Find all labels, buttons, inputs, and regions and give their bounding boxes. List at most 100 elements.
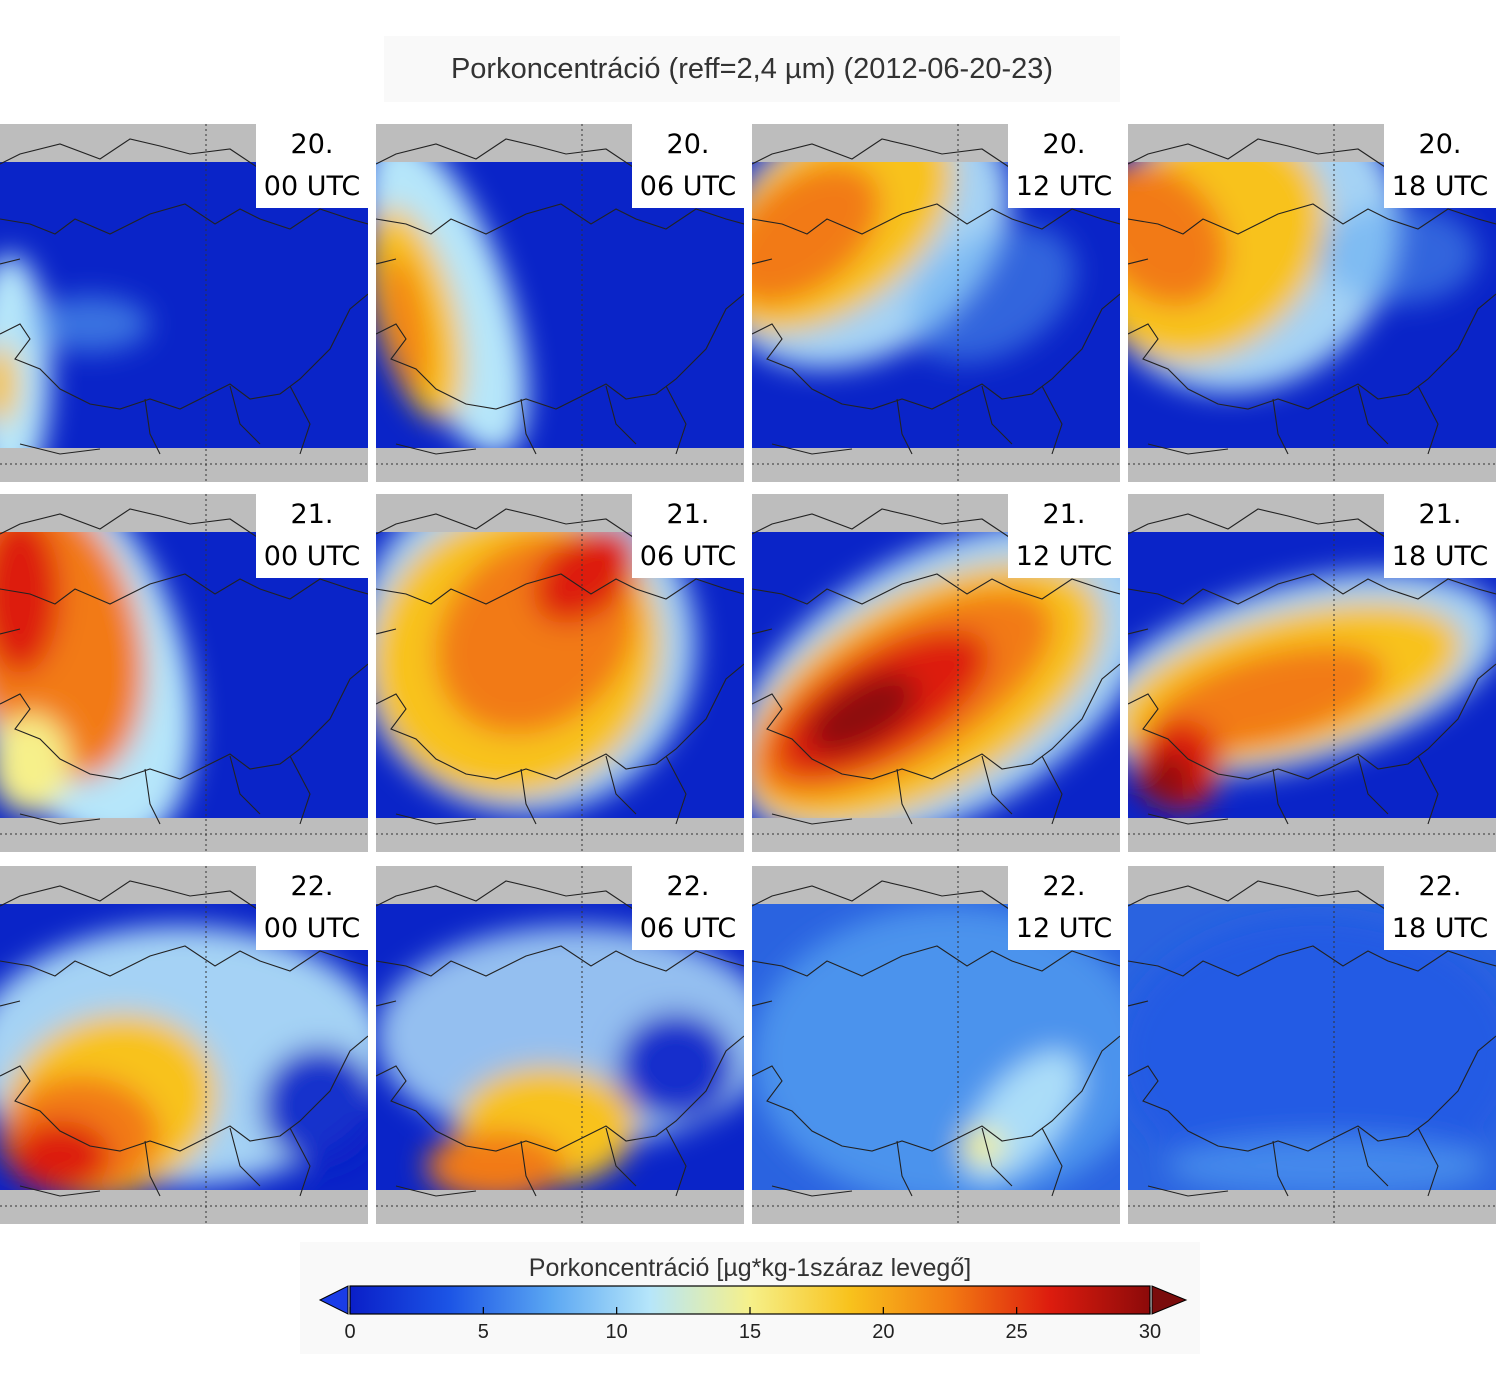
panel-time: 12 UTC xyxy=(1015,913,1113,944)
panel-label: 20. 18 UTC xyxy=(1384,124,1496,208)
map-panel: 21. 12 UTC xyxy=(752,494,1120,852)
panel-day: 22. xyxy=(666,871,710,902)
country-borders xyxy=(0,880,368,1197)
concentration-field xyxy=(376,866,744,1224)
concentration-plume xyxy=(260,1046,368,1166)
panel-time: 12 UTC xyxy=(1015,541,1113,572)
colorbar-tick-label: 5 xyxy=(478,1321,489,1343)
concentration-field xyxy=(0,124,368,482)
map-panel: 21. 06 UTC xyxy=(376,494,744,852)
panel-time: 00 UTC xyxy=(263,913,361,944)
colorbar-tick-label: 15 xyxy=(739,1321,761,1343)
concentration-field xyxy=(1128,124,1496,482)
panel-day: 21. xyxy=(1042,499,1086,530)
concentration-plume xyxy=(807,674,917,754)
colorbar-tick-label: 20 xyxy=(872,1321,894,1343)
concentration-field xyxy=(752,124,1120,482)
panel-label: 22. 00 UTC xyxy=(256,866,368,950)
country-borders xyxy=(1128,508,1496,825)
panel-label: 22. 12 UTC xyxy=(1008,866,1120,950)
title-box: Porkoncentráció (reff=2,4 µm) (2012-06-2… xyxy=(384,36,1120,102)
map-panel: 20. 18 UTC xyxy=(1128,124,1496,482)
concentration-plume xyxy=(0,344,18,424)
country-borders xyxy=(1128,138,1496,455)
panel-label: 21. 12 UTC xyxy=(1008,494,1120,578)
panel-label: 21. 18 UTC xyxy=(1384,494,1496,578)
concentration-field xyxy=(0,866,368,1224)
concentration-field xyxy=(752,866,1120,1224)
country-borders xyxy=(752,138,1120,455)
map-panel: 20. 12 UTC xyxy=(752,124,1120,482)
concentration-field xyxy=(376,124,744,482)
panel-day: 22. xyxy=(290,871,334,902)
map-panel: 21. 00 UTC xyxy=(0,494,368,852)
concentration-field xyxy=(1128,866,1496,1224)
panel-label: 22. 06 UTC xyxy=(632,866,744,950)
country-borders xyxy=(0,138,368,455)
panel-time: 00 UTC xyxy=(263,171,361,202)
panel-time: 00 UTC xyxy=(263,541,361,572)
concentration-plume xyxy=(1318,204,1478,304)
country-borders xyxy=(1128,880,1496,1197)
concentration-plume xyxy=(960,1128,1004,1164)
concentration-plume xyxy=(616,1011,736,1121)
concentration-field xyxy=(752,494,1120,852)
panel-label: 20. 12 UTC xyxy=(1008,124,1120,208)
concentration-plume xyxy=(0,714,70,814)
panel-label: 21. 00 UTC xyxy=(256,494,368,578)
panel-time: 18 UTC xyxy=(1391,913,1489,944)
map-panel: 22. 18 UTC xyxy=(1128,866,1496,1224)
concentration-plume xyxy=(1128,162,1227,307)
panel-day: 20. xyxy=(666,129,710,160)
colorbar-title: Porkoncentráció [µg*kg-1száraz levegő] xyxy=(528,1254,972,1282)
concentration-field xyxy=(0,494,368,852)
colorbar-low-arrow xyxy=(318,1285,349,1315)
panel-day: 20. xyxy=(1418,129,1462,160)
concentration-plume xyxy=(382,254,430,394)
colorbar-tick-label: 0 xyxy=(344,1321,355,1343)
panel-time: 18 UTC xyxy=(1391,541,1489,572)
country-borders xyxy=(376,138,744,455)
colorbar-tick-label: 30 xyxy=(1139,1321,1161,1343)
concentration-plume xyxy=(752,163,881,305)
panel-day: 20. xyxy=(1042,129,1086,160)
country-borders xyxy=(0,508,368,825)
panel-day: 21. xyxy=(1418,499,1462,530)
concentration-field xyxy=(1128,494,1496,852)
country-borders xyxy=(752,880,1120,1197)
map-panel: 20. 06 UTC xyxy=(376,124,744,482)
concentration-plume xyxy=(1143,754,1193,804)
colorbar: Porkoncentráció [µg*kg-1száraz levegő] 0… xyxy=(300,1242,1200,1354)
panel-day: 22. xyxy=(1042,871,1086,902)
panel-time: 12 UTC xyxy=(1015,171,1113,202)
map-panel: 20. 00 UTC xyxy=(0,124,368,482)
concentration-plume xyxy=(30,296,150,352)
country-borders xyxy=(752,508,1120,825)
panel-label: 22. 18 UTC xyxy=(1384,866,1496,950)
map-panel: 22. 00 UTC xyxy=(0,866,368,1224)
concentration-plume xyxy=(0,532,60,674)
concentration-plume xyxy=(426,1131,566,1190)
panel-label: 21. 06 UTC xyxy=(632,494,744,578)
panel-day: 20. xyxy=(290,129,334,160)
colorbar-tick-label: 25 xyxy=(1006,1321,1028,1343)
panel-day: 22. xyxy=(1418,871,1462,902)
concentration-plume xyxy=(10,1121,110,1190)
map-panel: 22. 06 UTC xyxy=(376,866,744,1224)
concentration-plume xyxy=(533,532,639,624)
panel-day: 21. xyxy=(290,499,334,530)
concentration-plume xyxy=(1128,916,1496,1190)
concentration-plume xyxy=(1151,645,1385,753)
panel-label: 20. 00 UTC xyxy=(256,124,368,208)
colorbar-tick-label: 10 xyxy=(606,1321,628,1343)
concentration-plume xyxy=(908,225,1076,363)
panel-time: 06 UTC xyxy=(639,913,737,944)
figure-title: Porkoncentráció (reff=2,4 µm) (2012-06-2… xyxy=(450,52,1054,85)
panel-time: 06 UTC xyxy=(639,541,737,572)
panel-time: 06 UTC xyxy=(639,171,737,202)
concentration-plume xyxy=(1168,1136,1488,1190)
colorbar-graphic: 0 5 10 15 20 25 30 xyxy=(318,1285,1188,1343)
concentration-field xyxy=(376,494,744,852)
map-panel: 22. 12 UTC xyxy=(752,866,1120,1224)
country-borders xyxy=(376,880,744,1197)
